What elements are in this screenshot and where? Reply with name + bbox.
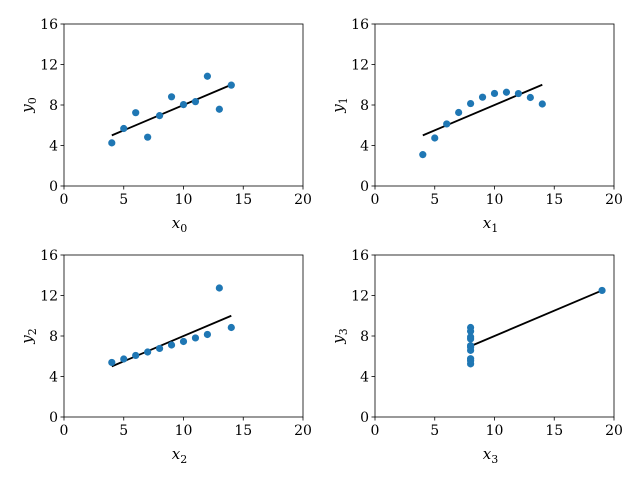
subplot-3: 0 5 10 15 20 0 4 8 12 16 x3 y3 xyxy=(329,248,623,466)
data-point xyxy=(167,341,176,349)
data-point xyxy=(467,343,475,351)
y-tick-label: 4 xyxy=(360,139,369,155)
y-tick-label: 0 xyxy=(49,410,58,426)
data-point xyxy=(431,134,439,142)
data-point xyxy=(478,93,487,101)
data-point xyxy=(538,100,546,108)
fit-line xyxy=(422,83,543,137)
data-point xyxy=(215,105,223,113)
y-tick-label: 8 xyxy=(49,98,58,114)
data-point xyxy=(514,89,523,98)
x-tick-label: 0 xyxy=(371,423,380,439)
x-tick-label: 10 xyxy=(175,423,193,439)
x-tick-label: 20 xyxy=(294,423,312,439)
y-axis-label: y2 xyxy=(18,328,39,344)
data-point xyxy=(455,108,463,117)
x-tick-label: 10 xyxy=(486,192,504,208)
x-tick-label: 15 xyxy=(234,423,252,439)
x-axis-label: x1 xyxy=(483,214,498,235)
x-tick-label: 15 xyxy=(545,423,563,439)
y-tick-label: 8 xyxy=(360,329,369,345)
data-point xyxy=(227,323,235,332)
x-tick-label: 15 xyxy=(234,192,252,208)
data-point xyxy=(108,139,116,147)
y-tick-label: 0 xyxy=(49,179,58,195)
subplot-2: 0 5 10 15 20 0 4 8 12 16 x2 y2 xyxy=(18,248,312,466)
x-tick-label: 5 xyxy=(119,423,128,439)
y-tick-label: 16 xyxy=(351,248,369,264)
x-axis-label: x2 xyxy=(172,445,187,466)
data-point xyxy=(490,89,499,98)
data-point xyxy=(120,355,128,363)
x-tick-label: 5 xyxy=(430,192,439,208)
y-tick-label: 4 xyxy=(360,370,369,386)
data-point xyxy=(120,124,128,133)
y-tick-label: 12 xyxy=(40,58,58,74)
y-tick-label: 0 xyxy=(360,179,369,195)
y-tick-label: 8 xyxy=(360,98,369,114)
data-point xyxy=(467,333,475,341)
y-tick-label: 12 xyxy=(351,289,369,305)
y-tick-label: 4 xyxy=(49,370,58,386)
x-axis-label: x3 xyxy=(483,445,498,466)
data-point xyxy=(467,99,475,108)
y-tick-label: 16 xyxy=(40,248,58,264)
data-point xyxy=(167,93,176,101)
data-point xyxy=(132,109,140,117)
fit-line xyxy=(111,314,232,368)
data-point xyxy=(598,286,606,295)
y-tick-label: 4 xyxy=(49,139,58,155)
x-axis-label: x0 xyxy=(172,214,187,235)
data-point xyxy=(132,351,140,360)
data-point xyxy=(156,344,164,353)
data-point xyxy=(179,100,188,109)
x-tick-label: 0 xyxy=(60,423,69,439)
y-tick-label: 12 xyxy=(40,289,58,305)
y-axis-label: y0 xyxy=(18,97,39,113)
x-tick-label: 0 xyxy=(371,192,380,208)
data-point xyxy=(191,334,200,342)
data-point xyxy=(467,357,475,365)
data-point xyxy=(419,151,427,159)
y-tick-label: 12 xyxy=(351,58,369,74)
x-tick-label: 20 xyxy=(294,192,312,208)
y-axis-label: y3 xyxy=(329,328,350,344)
x-tick-label: 5 xyxy=(119,192,128,208)
x-tick-label: 5 xyxy=(430,423,439,439)
y-axis-label: y1 xyxy=(329,97,350,113)
data-point xyxy=(443,120,451,128)
data-point xyxy=(156,112,164,120)
data-point xyxy=(203,330,211,339)
x-tick-label: 0 xyxy=(60,192,69,208)
data-point xyxy=(108,358,116,367)
subplot-1: 0 5 10 15 20 0 4 8 12 16 x1 y1 xyxy=(329,17,623,235)
y-tick-label: 0 xyxy=(360,410,369,426)
x-tick-label: 20 xyxy=(605,192,623,208)
data-point xyxy=(191,98,200,106)
x-tick-label: 10 xyxy=(486,423,504,439)
data-point xyxy=(144,348,152,356)
data-point xyxy=(215,284,223,292)
data-point xyxy=(502,88,511,96)
fit-line xyxy=(470,289,603,347)
data-point xyxy=(179,337,188,346)
data-point xyxy=(526,93,534,102)
data-point xyxy=(227,81,235,89)
y-tick-label: 16 xyxy=(351,17,369,33)
x-tick-label: 15 xyxy=(545,192,563,208)
subplot-0: 0 5 10 15 20 0 4 8 12 16 x0 y0 xyxy=(18,17,312,235)
fit-line xyxy=(111,83,232,137)
data-point xyxy=(203,72,211,80)
y-tick-label: 16 xyxy=(40,17,58,33)
data-point xyxy=(144,133,152,141)
y-tick-label: 8 xyxy=(49,329,58,345)
data-point xyxy=(467,327,475,335)
x-tick-label: 10 xyxy=(175,192,193,208)
x-tick-label: 20 xyxy=(605,423,623,439)
